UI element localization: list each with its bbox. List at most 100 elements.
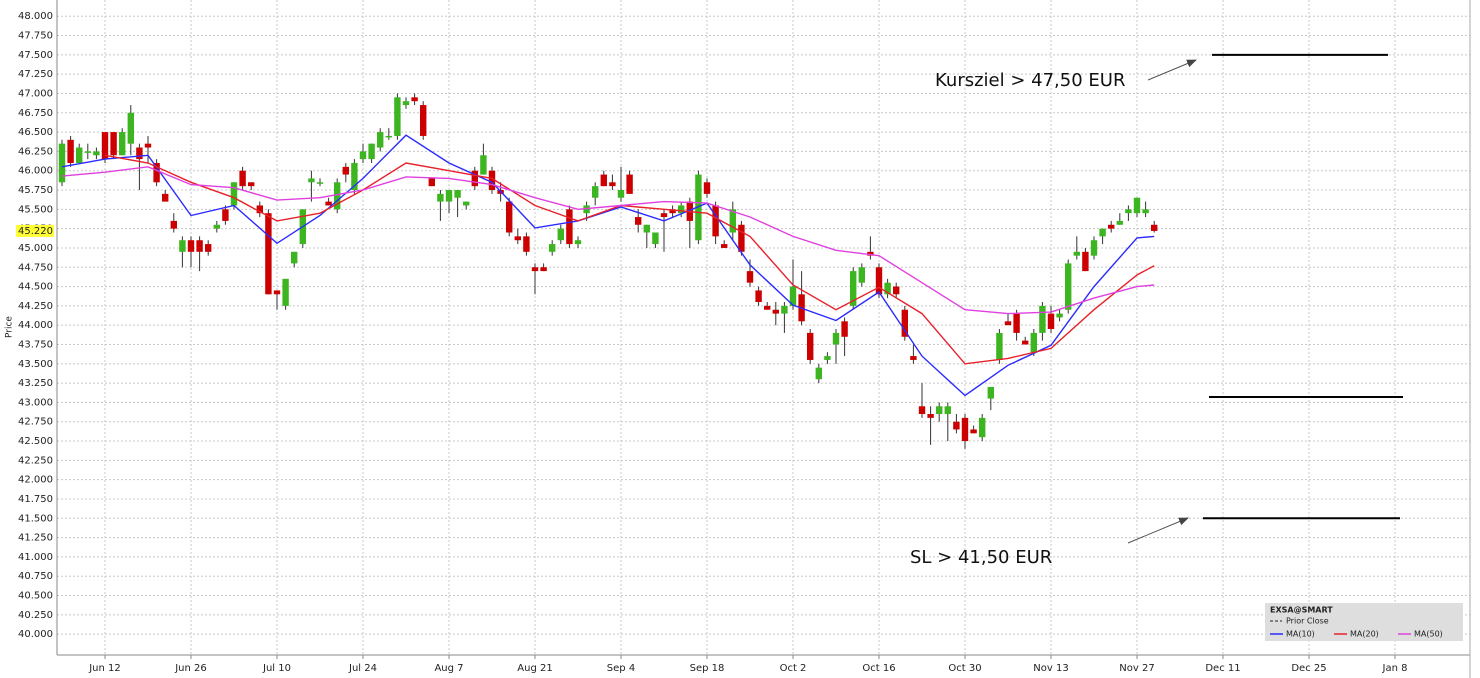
candle-body xyxy=(961,417,969,442)
candle-body xyxy=(187,240,195,252)
candle-body xyxy=(162,193,169,202)
candle-body xyxy=(334,182,341,210)
candle-body xyxy=(884,282,891,295)
candle-body xyxy=(609,182,616,187)
y-tick-label: 45.500 xyxy=(18,204,53,215)
candle-body xyxy=(1108,224,1115,229)
candle-body xyxy=(755,290,762,303)
y-tick-label: 41.750 xyxy=(18,494,53,505)
candle-body xyxy=(394,97,401,136)
candle-body xyxy=(910,356,917,360)
y-tick-label: 43.000 xyxy=(18,397,53,408)
legend-label: MA(10) xyxy=(1286,630,1315,639)
y-tick-label: 43.250 xyxy=(18,378,53,389)
candle-body xyxy=(712,205,719,237)
candle-body xyxy=(273,290,281,295)
candle-body xyxy=(660,213,668,218)
y-tick-label: 45.750 xyxy=(18,185,53,196)
candle-body xyxy=(1013,313,1020,333)
candle-body xyxy=(205,244,212,252)
candle-body xyxy=(488,170,496,191)
x-tick-label: Jul 10 xyxy=(262,663,291,674)
candle-body xyxy=(437,193,444,202)
candle-body xyxy=(248,182,255,187)
candle-body xyxy=(850,271,857,306)
legend-title: EXSA@SMART xyxy=(1270,606,1333,615)
candle-body xyxy=(652,232,659,245)
candle-body xyxy=(841,321,848,337)
y-tick-label: 41.500 xyxy=(18,513,53,524)
candle-body xyxy=(101,132,109,160)
candle-body xyxy=(540,267,547,272)
y-tick-label: 41.000 xyxy=(18,552,53,563)
candle-body xyxy=(1065,263,1072,310)
ma-line xyxy=(104,154,1155,365)
candle-body xyxy=(93,151,100,156)
y-tick-label: 43.750 xyxy=(18,339,53,350)
arrow xyxy=(1147,59,1197,81)
candle-body xyxy=(265,213,272,295)
candle-body xyxy=(1039,305,1046,333)
y-tick-label: 40.250 xyxy=(18,610,53,621)
candle-body xyxy=(230,182,238,206)
candle-body xyxy=(67,139,74,163)
candle-body xyxy=(557,228,564,241)
candle-body xyxy=(772,309,779,314)
candle-body xyxy=(144,143,152,148)
candle-body xyxy=(127,112,134,144)
candle-body xyxy=(377,132,384,148)
candle-body xyxy=(342,166,349,175)
legend-box xyxy=(1265,603,1463,641)
candle-body xyxy=(308,178,315,183)
y-tick-label: 45.000 xyxy=(18,243,53,254)
candle-body xyxy=(635,217,642,225)
candle-body xyxy=(1073,251,1080,256)
candle-body xyxy=(721,244,728,248)
candle-body xyxy=(196,240,203,252)
candle-body xyxy=(1099,228,1106,237)
candle-body xyxy=(583,205,590,214)
candle-body xyxy=(523,236,530,252)
y-tick-label: 40.750 xyxy=(18,571,53,582)
y-tick-label: 47.000 xyxy=(18,88,53,99)
candle-body xyxy=(875,267,883,295)
y-axis-title: Price xyxy=(5,316,15,338)
candle-body xyxy=(1151,224,1158,231)
candle-body xyxy=(789,286,797,306)
candle-body xyxy=(119,132,126,156)
candle-body xyxy=(153,162,160,183)
x-tick-label: Jun 26 xyxy=(174,663,207,674)
candle-body xyxy=(944,406,951,415)
candle-body xyxy=(746,271,754,283)
candle-body xyxy=(351,162,358,191)
y-tick-label: 46.000 xyxy=(18,166,53,177)
candle-body xyxy=(179,240,186,252)
candle-body xyxy=(729,209,736,233)
x-tick-label: Aug 7 xyxy=(434,663,463,674)
candle-body xyxy=(1090,240,1098,256)
candle-body xyxy=(325,201,332,206)
candle-body xyxy=(291,251,298,264)
candle-body xyxy=(76,147,83,163)
y-tick-label: 47.750 xyxy=(18,31,53,42)
y-tick-label: 47.500 xyxy=(18,50,53,61)
plot xyxy=(58,93,1158,449)
y-tick-label: 40.500 xyxy=(18,591,53,602)
candle-body xyxy=(1125,209,1132,214)
candle-body xyxy=(858,267,865,283)
candle-body xyxy=(480,155,487,175)
x-tick-label: Sep 18 xyxy=(690,663,725,674)
candle-body xyxy=(703,182,711,194)
x-tick-label: Sep 4 xyxy=(607,663,635,674)
candle-body xyxy=(815,367,822,380)
candle-body xyxy=(1056,313,1063,318)
candle-body xyxy=(385,135,392,138)
candle-body xyxy=(506,201,513,233)
candle-body xyxy=(428,178,435,187)
x-tick-label: Oct 30 xyxy=(948,663,981,674)
candle-body xyxy=(626,174,633,194)
candle-body xyxy=(901,309,908,337)
price-tag-label: 45.220 xyxy=(18,226,53,237)
y-tick-label: 46.500 xyxy=(18,127,53,138)
candle-body xyxy=(1004,321,1012,326)
